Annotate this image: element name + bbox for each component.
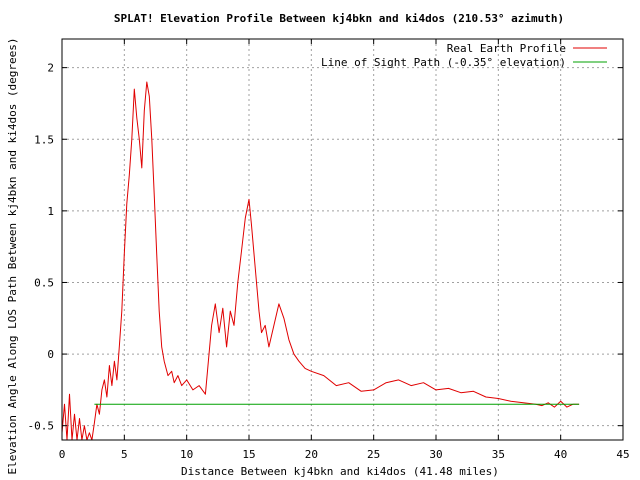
- y-tick-label: -0.5: [28, 420, 55, 433]
- legend: Real Earth Profile Line of Sight Path (-…: [321, 42, 607, 69]
- data-series: [61, 81, 580, 441]
- plot-frame: [61, 38, 624, 441]
- x-axis-label: Distance Between kj4bkn and ki4dos (41.4…: [181, 465, 499, 478]
- x-tick-label: 15: [242, 448, 255, 461]
- y-tick-label: 2: [47, 62, 54, 75]
- x-tick-label: 10: [180, 448, 193, 461]
- chart-title: SPLAT! Elevation Profile Between kj4bkn …: [114, 12, 564, 25]
- x-tick-label: 25: [367, 448, 380, 461]
- y-tick-label: 1: [47, 205, 54, 218]
- x-tick-label: 40: [554, 448, 567, 461]
- grid-lines: [62, 39, 623, 440]
- x-tick-label: 45: [616, 448, 629, 461]
- x-tick-label: 5: [121, 448, 128, 461]
- x-tick-label: 30: [429, 448, 442, 461]
- axis-ticks: 0 5 10 15 20 25 30 35 40 45 -0.5 0 0.5 1 1.5 2: [28, 39, 630, 461]
- y-tick-label: 1.5: [34, 133, 54, 146]
- y-tick-label: 0: [47, 348, 54, 361]
- legend-label-line-of-sight: Line of Sight Path (-0.35° elevation): [321, 56, 566, 69]
- y-tick-label: 0.5: [34, 276, 54, 289]
- y-axis-label: Elevation Angle Along LOS Path Between k…: [6, 37, 19, 474]
- x-tick-label: 0: [59, 448, 66, 461]
- x-tick-label: 20: [305, 448, 318, 461]
- legend-label-real-earth-profile: Real Earth Profile: [447, 42, 566, 55]
- real-earth-profile-line: [61, 81, 580, 441]
- x-tick-label: 35: [492, 448, 505, 461]
